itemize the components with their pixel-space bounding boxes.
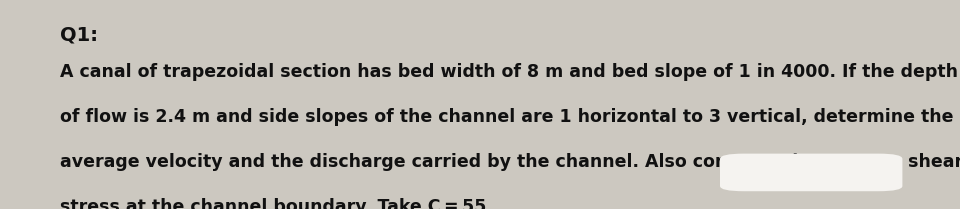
Text: A canal of trapezoidal section has bed width of 8 m and bed slope of 1 in 4000. : A canal of trapezoidal section has bed w… [60,63,957,81]
Text: Q1:: Q1: [60,25,98,44]
Text: stress at the channel boundary. Take C = 55.: stress at the channel boundary. Take C =… [60,198,492,209]
Text: of flow is 2.4 m and side slopes of the channel are 1 horizontal to 3 vertical, : of flow is 2.4 m and side slopes of the … [60,108,953,126]
FancyBboxPatch shape [720,154,902,191]
Text: average velocity and the discharge carried by the channel. Also compute the aver: average velocity and the discharge carri… [60,153,960,171]
